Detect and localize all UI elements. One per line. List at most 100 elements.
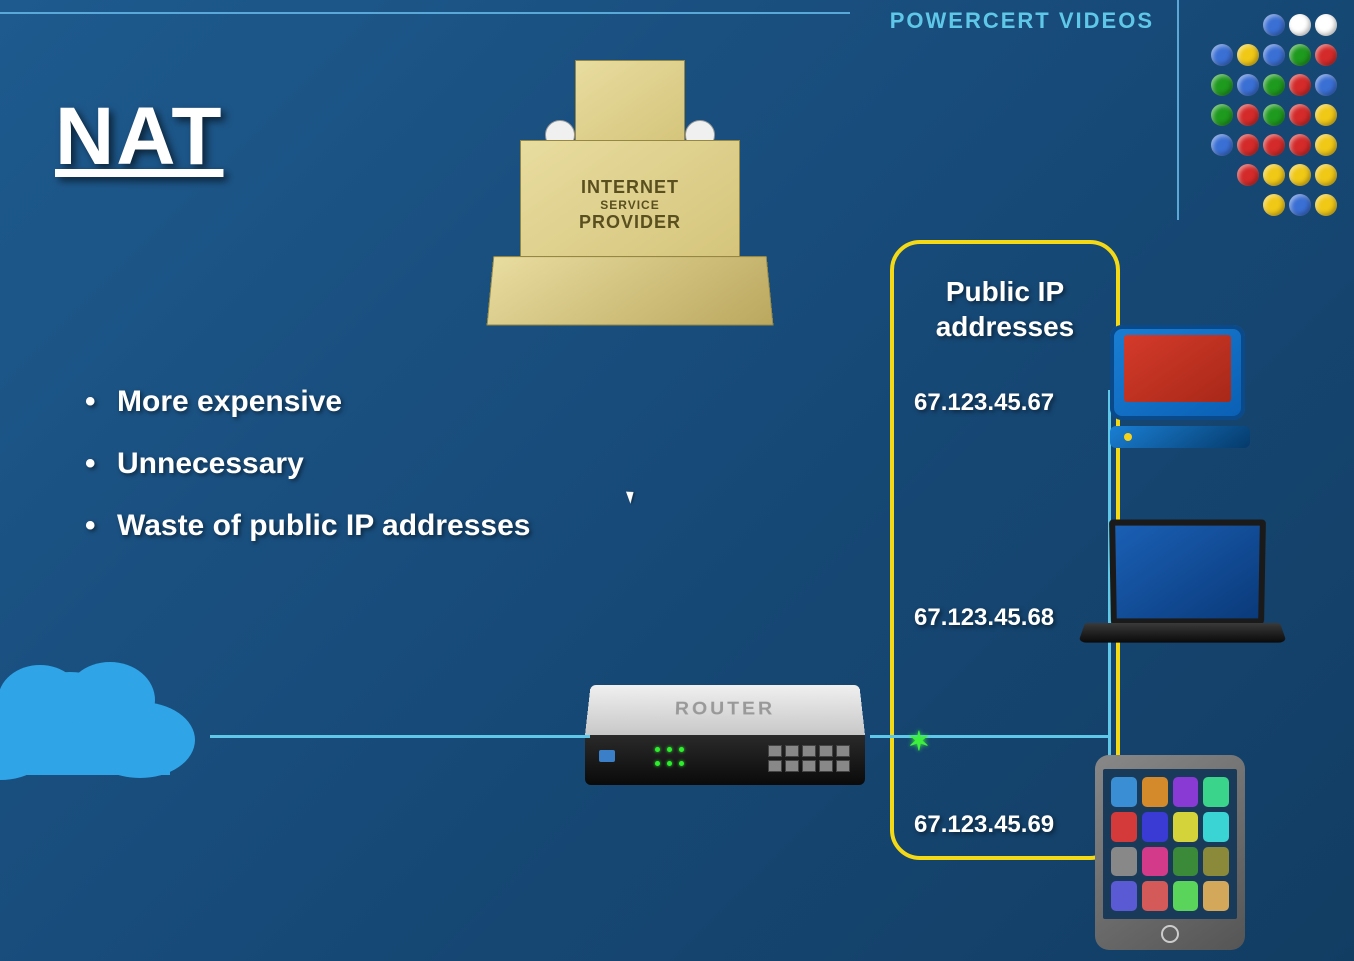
ethernet-port-icon xyxy=(768,760,782,772)
side-separator xyxy=(1177,0,1179,220)
ethernet-port-icon xyxy=(802,760,816,772)
ip-address-value: 67.123.45.67 xyxy=(914,389,1054,417)
isp-tower xyxy=(575,60,685,150)
tablet-home-button-icon xyxy=(1161,925,1179,943)
router-led-icon xyxy=(655,747,660,752)
router-ports xyxy=(768,745,850,772)
laptop-keyboard xyxy=(1078,623,1287,643)
decorative-dot xyxy=(1237,134,1259,156)
decorative-dot xyxy=(1289,194,1311,216)
decorative-dot xyxy=(1315,164,1337,186)
ip-header-line1: Public IP xyxy=(946,276,1064,307)
decorative-dot xyxy=(1211,44,1233,66)
laptop-screen xyxy=(1109,519,1266,624)
header-separator xyxy=(0,12,850,14)
app-icon xyxy=(1173,812,1199,842)
ethernet-port-icon xyxy=(785,745,799,757)
app-icon xyxy=(1142,812,1168,842)
bullet-item: Waste of public IP addresses xyxy=(85,509,530,543)
router-led-icon xyxy=(667,761,672,766)
router-led-icon xyxy=(679,747,684,752)
decorative-dot xyxy=(1263,134,1285,156)
desktop-monitor-icon xyxy=(1110,325,1260,455)
isp-main-block: INTERNET SERVICE PROVIDER xyxy=(520,140,740,270)
ip-header-line2: addresses xyxy=(936,311,1075,342)
decorative-dot xyxy=(1263,194,1285,216)
app-icon xyxy=(1111,812,1137,842)
isp-label-line2: SERVICE xyxy=(600,198,659,212)
mouse-cursor-icon xyxy=(626,489,637,504)
monitor-display xyxy=(1124,335,1231,402)
decorative-dot xyxy=(1315,44,1337,66)
brand-label: POWERCERT VIDEOS xyxy=(890,8,1154,34)
dot-row xyxy=(1189,72,1339,98)
page-title: NAT xyxy=(55,90,223,184)
ethernet-port-icon xyxy=(785,760,799,772)
decorative-dot xyxy=(1263,104,1285,126)
dot-row xyxy=(1189,12,1339,38)
dot-row xyxy=(1189,192,1339,218)
decorative-dot xyxy=(1263,14,1285,36)
decorative-dot xyxy=(1237,104,1259,126)
decorative-dot xyxy=(1237,164,1259,186)
ethernet-port-icon xyxy=(768,745,782,757)
app-icon xyxy=(1203,847,1229,877)
decorative-dot xyxy=(1315,14,1337,36)
tablet-icon xyxy=(1095,755,1245,950)
decorative-dot xyxy=(1289,134,1311,156)
app-icon xyxy=(1173,881,1199,911)
router-top-label: ROUTER xyxy=(585,685,865,735)
dot-row xyxy=(1189,132,1339,158)
router-front-panel xyxy=(585,735,865,785)
decorative-dot xyxy=(1263,44,1285,66)
link-router-bus xyxy=(870,735,1110,738)
laptop-icon xyxy=(1085,520,1285,680)
decorative-dot xyxy=(1237,44,1259,66)
decorative-dot xyxy=(1211,134,1233,156)
decorative-dot xyxy=(1237,74,1259,96)
link-cloud-router xyxy=(210,735,590,738)
app-icon xyxy=(1111,847,1137,877)
decorative-dot xyxy=(1315,134,1337,156)
app-icon xyxy=(1173,777,1199,807)
isp-label-line3: PROVIDER xyxy=(579,212,681,233)
decorative-dot xyxy=(1263,164,1285,186)
router-led-icon xyxy=(667,747,672,752)
ethernet-port-icon xyxy=(836,760,850,772)
decorative-dot xyxy=(1211,74,1233,96)
bullet-item: More expensive xyxy=(85,385,530,419)
app-icon xyxy=(1142,881,1168,911)
ethernet-port-icon xyxy=(836,745,850,757)
internet-cloud-icon xyxy=(0,650,220,790)
decorative-dot xyxy=(1289,44,1311,66)
dot-row xyxy=(1189,42,1339,68)
app-icon xyxy=(1173,847,1199,877)
dot-row xyxy=(1189,102,1339,128)
ip-callout-header: Public IP addresses xyxy=(894,274,1116,344)
decorative-dot xyxy=(1315,104,1337,126)
isp-base xyxy=(487,256,774,325)
decorative-dot xyxy=(1289,164,1311,186)
decorative-dot xyxy=(1315,74,1337,96)
ip-address-value: 67.123.45.68 xyxy=(914,604,1054,632)
bullet-list: More expensive Unnecessary Waste of public… xyxy=(85,385,530,571)
decorative-dot xyxy=(1211,104,1233,126)
decorative-dot xyxy=(1289,74,1311,96)
app-icon xyxy=(1142,777,1168,807)
app-icon xyxy=(1142,847,1168,877)
bullet-item: Unnecessary xyxy=(85,447,530,481)
router-led-icon xyxy=(679,761,684,766)
isp-label-line1: INTERNET xyxy=(581,177,679,198)
decorative-dot xyxy=(1289,14,1311,36)
monitor-base xyxy=(1110,426,1250,448)
ip-address-value: 67.123.45.69 xyxy=(914,811,1054,839)
ethernet-port-icon xyxy=(819,745,833,757)
ethernet-port-icon xyxy=(819,760,833,772)
app-icon xyxy=(1111,881,1137,911)
router-icon: ROUTER xyxy=(585,680,875,800)
decorative-dot xyxy=(1289,104,1311,126)
router-led-icon xyxy=(655,761,660,766)
app-icon xyxy=(1111,777,1137,807)
app-icon xyxy=(1203,881,1229,911)
decorative-dot-grid xyxy=(1189,12,1339,222)
